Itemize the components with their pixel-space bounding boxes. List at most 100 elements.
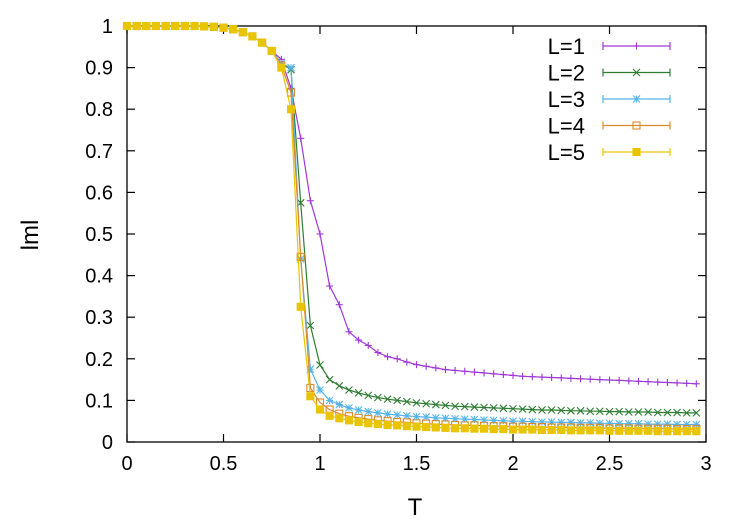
- data-point: [412, 422, 421, 431]
- data-point: [431, 423, 440, 432]
- data-point: [624, 419, 633, 428]
- series-line: [127, 25, 697, 432]
- data-point: [625, 377, 633, 385]
- data-point: [383, 395, 392, 404]
- data-point: [277, 63, 286, 72]
- data-point: [451, 424, 460, 433]
- data-point: [490, 370, 498, 378]
- y-tick-label: 0.8: [85, 99, 113, 121]
- data-point: [624, 426, 633, 435]
- data-point: [316, 230, 324, 238]
- data-point: [596, 376, 604, 384]
- legend-item: L=3: [548, 87, 671, 112]
- data-point: [393, 396, 402, 405]
- legend-item: L=5: [548, 140, 671, 165]
- data-point: [393, 411, 402, 419]
- data-point: [499, 425, 508, 434]
- data-point: [296, 252, 305, 261]
- data-point: [682, 408, 691, 417]
- data-point: [335, 301, 343, 309]
- data-point: [412, 412, 421, 421]
- data-point: [345, 386, 353, 394]
- y-tick-label: 0.6: [85, 182, 113, 204]
- data-point: [566, 426, 575, 435]
- y-tick-label: 1: [102, 16, 113, 38]
- data-point: [461, 367, 469, 375]
- data-point: [528, 373, 536, 381]
- data-point: [325, 375, 334, 384]
- data-point: [384, 353, 392, 361]
- data-point: [692, 408, 701, 417]
- data-point: [624, 408, 633, 416]
- data-point: [634, 426, 643, 435]
- data-point: [422, 422, 431, 432]
- legend-label: L=2: [548, 61, 585, 86]
- data-point: [605, 426, 614, 435]
- data-point: [402, 422, 411, 431]
- data-point: [422, 362, 430, 370]
- data-point: [287, 84, 295, 92]
- data-point: [229, 25, 238, 34]
- data-point: [306, 197, 314, 205]
- data-point: [538, 418, 546, 426]
- data-point: [528, 405, 537, 414]
- data-point: [180, 21, 189, 31]
- data-point: [577, 375, 585, 383]
- data-point: [326, 282, 334, 290]
- series-L=5: [122, 21, 701, 436]
- x-tick-label: 0: [121, 453, 132, 475]
- data-point: [663, 420, 672, 429]
- data-point: [692, 427, 701, 436]
- data-point: [547, 425, 556, 434]
- data-point: [615, 407, 624, 416]
- data-point: [586, 426, 595, 435]
- data-point: [479, 424, 489, 433]
- data-point: [595, 419, 604, 428]
- data-point: [663, 408, 672, 417]
- data-point: [499, 404, 508, 413]
- data-point: [653, 427, 662, 436]
- y-axis-label: lml: [17, 220, 44, 251]
- data-point: [161, 21, 170, 31]
- data-point: [374, 393, 382, 402]
- y-tick-label: 0.1: [85, 390, 113, 412]
- data-point: [576, 418, 585, 427]
- data-point: [364, 407, 373, 416]
- data-point: [325, 411, 334, 420]
- data-point: [451, 366, 459, 374]
- data-point: [548, 374, 556, 382]
- data-point: [345, 403, 353, 412]
- data-point: [519, 372, 527, 380]
- data-point: [634, 419, 643, 428]
- data-point: [673, 379, 681, 387]
- data-point: [287, 63, 295, 72]
- data-point: [576, 406, 585, 415]
- data-point: [509, 371, 517, 379]
- data-point: [547, 406, 556, 414]
- data-point: [663, 379, 671, 387]
- data-point: [586, 375, 594, 383]
- data-point: [335, 381, 344, 390]
- data-point: [654, 378, 662, 386]
- data-point: [634, 408, 643, 416]
- data-point: [219, 23, 228, 32]
- data-point: [171, 21, 180, 31]
- legend-marker: [633, 42, 640, 50]
- data-point: [441, 366, 449, 374]
- data-point: [538, 406, 546, 414]
- x-tick-label: 2.5: [596, 453, 624, 475]
- data-point: [345, 328, 353, 336]
- data-point: [431, 400, 440, 409]
- data-point: [248, 32, 257, 41]
- data-point: [354, 406, 363, 414]
- data-point: [335, 400, 344, 409]
- data-point: [508, 425, 518, 434]
- data-point: [238, 28, 247, 37]
- data-point: [557, 374, 565, 382]
- data-point: [528, 425, 537, 434]
- data-point: [296, 302, 305, 311]
- data-point: [682, 427, 691, 436]
- data-point: [615, 426, 624, 435]
- data-point: [132, 21, 141, 31]
- data-point: [297, 134, 305, 142]
